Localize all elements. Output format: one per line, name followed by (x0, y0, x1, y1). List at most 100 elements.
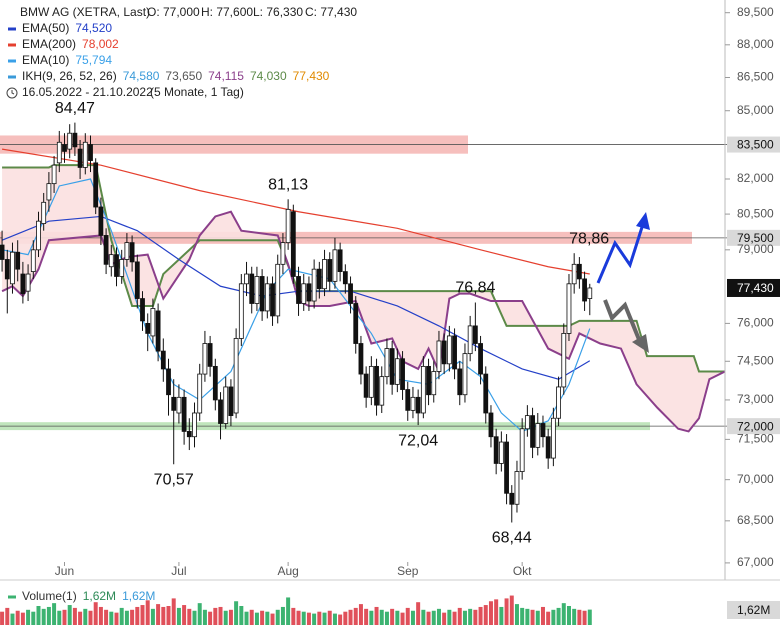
legend-value: 73,650 (165, 69, 202, 83)
price-annotation: 78,86 (569, 230, 609, 247)
candle-body (446, 335, 452, 365)
candle-body (270, 283, 275, 317)
volume-bar (291, 607, 296, 625)
candle-body (348, 283, 353, 304)
candle-body (202, 343, 208, 375)
candle-body (322, 259, 327, 290)
volume-bar (208, 611, 213, 625)
y-tick-label: 80,500 (737, 206, 774, 220)
candle-body (550, 417, 556, 459)
volume-bar (473, 609, 478, 625)
candle-body (457, 368, 463, 396)
y-tick-label: 70,000 (737, 472, 774, 486)
candle-body (337, 249, 343, 273)
candle-body (88, 144, 93, 161)
candle-body (478, 343, 483, 375)
volume-bar (561, 603, 566, 625)
volume-label: Volume(1) (22, 589, 77, 603)
volume-bar (36, 606, 41, 625)
x-tick-label: Sep (397, 564, 419, 578)
candle-body (509, 492, 515, 505)
y-tick-label: 85,000 (737, 103, 774, 117)
bearish-arrow (603, 299, 642, 343)
volume-bar (332, 613, 337, 625)
y-tick-label: 76,000 (737, 316, 774, 330)
candle-body (571, 263, 577, 285)
volume-bar (379, 609, 384, 625)
volume-bar (83, 608, 88, 625)
volume-bar (249, 609, 254, 625)
volume-bar (566, 606, 571, 625)
candle-body (134, 261, 140, 299)
volume-bar (244, 611, 249, 625)
legend: BMW AG (XETRA, Last) O: 77,000 H: 77,600… (6, 5, 357, 99)
volume-bar (525, 608, 530, 625)
candle-body (306, 283, 312, 302)
candle-body (72, 132, 78, 148)
volume-bar (234, 601, 239, 625)
candle-body (332, 249, 338, 282)
volume-bar (546, 611, 551, 625)
candle-body (93, 162, 99, 208)
volume-badge (727, 601, 780, 619)
volume-bar (26, 609, 31, 625)
legend-value: 74,580 (123, 69, 160, 83)
candle-body (374, 365, 379, 406)
volume-bar (348, 609, 353, 625)
candle-body (316, 268, 322, 290)
candle-body (514, 471, 520, 505)
candle-body (311, 268, 317, 302)
instrument-title: BMW AG (XETRA, Last) (20, 5, 150, 19)
volume-bar (140, 605, 145, 625)
price-annotation: 76,84 (455, 280, 495, 297)
volume-bar (431, 610, 436, 625)
candle-body (519, 428, 525, 472)
candle-body (545, 436, 551, 459)
legend-swatch (8, 59, 16, 63)
y-tick-label: 67,000 (737, 555, 774, 569)
volume-bar (228, 609, 233, 625)
y-tick-label: 89,500 (737, 5, 774, 19)
volume-bar (358, 604, 363, 625)
volume-bar (57, 610, 62, 625)
volume-bar (353, 607, 358, 625)
volume-bar (5, 607, 10, 625)
volume-bar (442, 612, 447, 625)
candle-body (140, 298, 145, 322)
volume-bar (270, 613, 275, 625)
candle-body (114, 254, 119, 277)
candle-body (129, 242, 135, 263)
candle-body (384, 348, 390, 378)
candle-body (259, 276, 265, 312)
volume-bar (410, 610, 415, 625)
volume-bar (468, 608, 473, 625)
line-layer (1, 148, 726, 433)
price-annotation: 72,04 (398, 432, 438, 449)
candle-body (254, 276, 260, 304)
clock-hand (11, 90, 15, 95)
volume-bar (176, 607, 181, 625)
level-label: 72,000 (737, 419, 774, 433)
volume-bar (280, 606, 285, 625)
volume-bar (0, 611, 5, 625)
candle-body (223, 386, 229, 424)
volume-bar (483, 605, 488, 625)
volume-bar (364, 608, 369, 625)
bullish-arrow (596, 223, 645, 284)
level-label: 83,500 (737, 138, 774, 152)
legend-value: 74,520 (75, 21, 112, 35)
candle-body (275, 263, 281, 317)
candle-body (186, 431, 192, 438)
y-tick-label: 71,500 (737, 432, 774, 446)
volume-bar (338, 614, 343, 625)
volume-bar (530, 609, 535, 625)
ohlc-label: C: 77,430 (305, 5, 357, 19)
volume-bar (218, 606, 223, 625)
legend-swatch (8, 595, 16, 599)
candle-body (576, 263, 582, 280)
volume-badge-label: 1,62M (737, 603, 770, 617)
legend-label: EMA(10) (22, 53, 69, 67)
candle-body (280, 242, 286, 265)
legend-value: 78,002 (82, 37, 119, 51)
volume-bar (343, 611, 348, 625)
